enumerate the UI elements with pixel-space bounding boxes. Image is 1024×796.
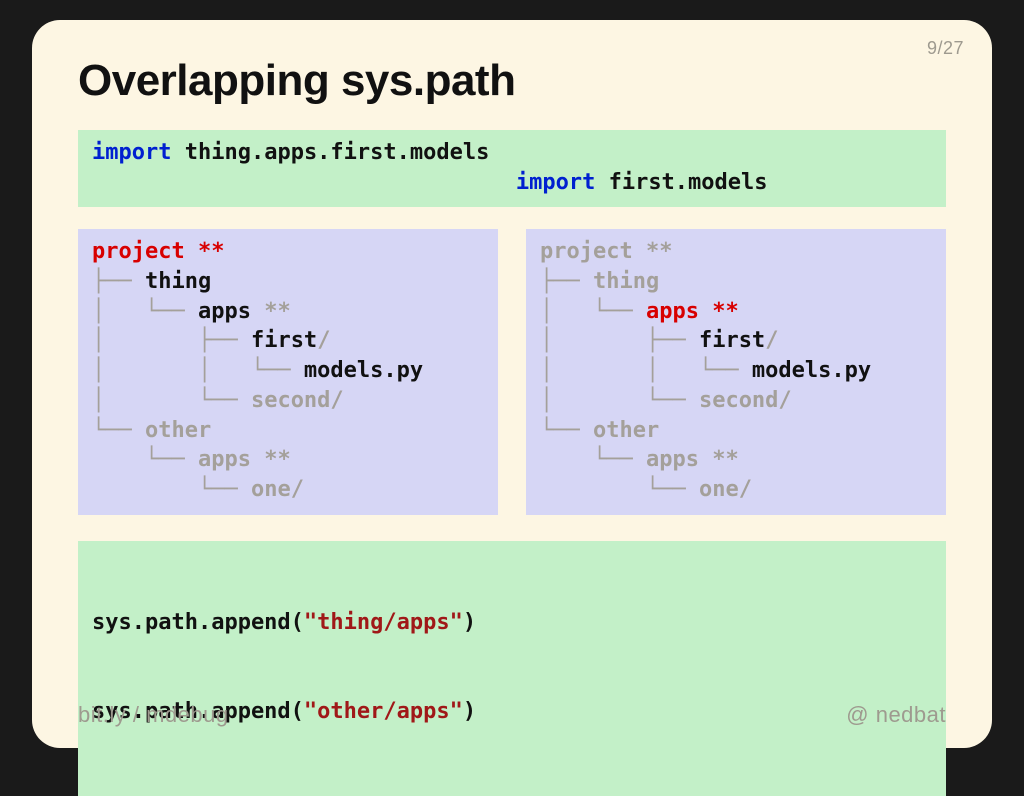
tree-line: └── other (92, 416, 484, 446)
tree-line: └── other (540, 416, 932, 446)
tree-right: project **├── thing│ └── apps **│ ├── fi… (526, 229, 946, 514)
page-number: 9/27 (927, 38, 964, 59)
import-block: import thing.apps.first.models import fi… (78, 130, 946, 207)
tree-left: project **├── thing│ └── apps **│ ├── fi… (78, 229, 498, 514)
tree-line: │ │ └── models.py (540, 356, 932, 386)
tree-line: └── apps ** (92, 445, 484, 475)
tree-line: ├── thing (92, 267, 484, 297)
tree-line: │ └── apps ** (540, 297, 932, 327)
tree-row: project **├── thing│ └── apps **│ ├── fi… (78, 229, 946, 514)
tree-line: project ** (92, 237, 484, 267)
footer-right: @ nedbat (846, 702, 946, 728)
tree-line: └── one/ (540, 475, 932, 505)
page-current: 9 (927, 38, 938, 58)
slide-title: Overlapping sys.path (78, 56, 946, 106)
tree-line: └── one/ (92, 475, 484, 505)
tree-line: │ │ └── models.py (92, 356, 484, 386)
tree-line: └── apps ** (540, 445, 932, 475)
tree-line: project ** (540, 237, 932, 267)
tree-line: │ └── second/ (540, 386, 932, 416)
tree-line: ├── thing (540, 267, 932, 297)
import-line-1: import thing.apps.first.models (92, 138, 932, 168)
footer: bit.ly / mdebug @ nedbat (78, 702, 946, 728)
footer-left: bit.ly / mdebug (78, 702, 229, 728)
tree-line: │ └── second/ (92, 386, 484, 416)
syspath-line-1: sys.path.append("thing/apps") (92, 608, 932, 638)
syspath-block: sys.path.append("thing/apps") sys.path.a… (78, 541, 946, 796)
tree-line: │ └── apps ** (92, 297, 484, 327)
tree-line: │ ├── first/ (92, 326, 484, 356)
page-total: 27 (943, 38, 964, 58)
tree-line: │ ├── first/ (540, 326, 932, 356)
slide: 9/27 Overlapping sys.path import thing.a… (32, 20, 992, 748)
import-line-2: import first.models (92, 168, 932, 198)
